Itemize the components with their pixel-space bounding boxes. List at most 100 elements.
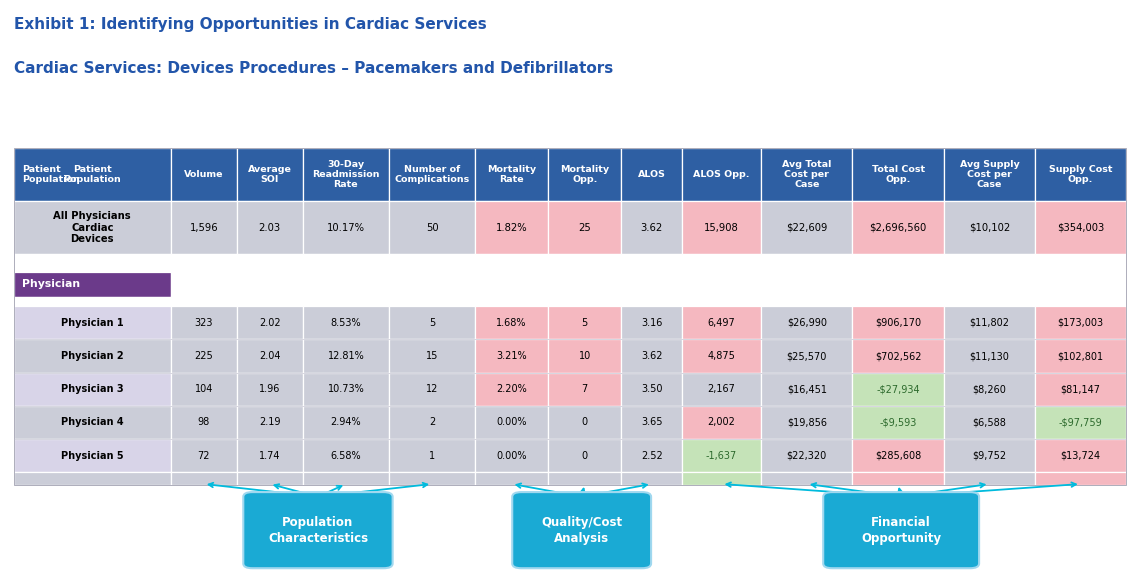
Bar (944, 201, 1035, 254)
Text: 0: 0 (581, 417, 588, 428)
Bar (14, 406, 171, 439)
Text: $906,170: $906,170 (876, 318, 921, 328)
Text: 15,908: 15,908 (705, 223, 739, 232)
Bar (171, 472, 237, 485)
Text: Number of
Complications: Number of Complications (394, 165, 470, 184)
Bar (475, 339, 548, 372)
Bar (853, 306, 944, 339)
Text: $22,320: $22,320 (787, 451, 826, 461)
Text: 0.00%: 0.00% (496, 451, 527, 461)
Bar (237, 254, 303, 272)
Bar (621, 201, 682, 254)
Bar (762, 297, 853, 306)
Text: 72: 72 (197, 451, 210, 461)
Bar (303, 306, 389, 339)
Bar (621, 272, 682, 297)
Text: Exhibit 1: Identifying Opportunities in Cardiac Services: Exhibit 1: Identifying Opportunities in … (14, 17, 487, 33)
Bar (14, 339, 171, 372)
Bar (237, 272, 303, 297)
Bar (1035, 406, 1126, 439)
Bar (303, 201, 389, 254)
Bar (621, 372, 682, 406)
Text: Volume: Volume (184, 170, 223, 179)
Bar (14, 472, 171, 485)
Bar (1035, 372, 1126, 406)
Text: $102,801: $102,801 (1058, 351, 1104, 361)
Bar (475, 272, 548, 297)
Bar (14, 306, 171, 339)
Bar (682, 439, 762, 472)
Text: $11,130: $11,130 (969, 351, 1009, 361)
Text: $285,608: $285,608 (876, 451, 921, 461)
Bar (1035, 472, 1126, 485)
Bar (14, 201, 171, 254)
Bar (303, 472, 389, 485)
Bar (171, 272, 237, 297)
Bar (944, 339, 1035, 372)
Bar (389, 272, 475, 297)
Bar (548, 372, 621, 406)
Bar (621, 148, 682, 201)
FancyBboxPatch shape (243, 492, 392, 568)
Bar (303, 272, 389, 297)
Text: Mortality
Opp.: Mortality Opp. (560, 165, 609, 184)
Bar (171, 297, 237, 306)
Bar (171, 148, 237, 201)
Text: $11,802: $11,802 (969, 318, 1009, 328)
Bar (475, 439, 548, 472)
Bar (944, 148, 1035, 201)
Text: $19,856: $19,856 (787, 417, 826, 428)
Text: -1,637: -1,637 (706, 451, 738, 461)
Bar (303, 297, 389, 306)
Text: 1.96: 1.96 (259, 384, 280, 394)
Bar (621, 406, 682, 439)
Text: 0: 0 (581, 451, 588, 461)
Text: Average
SOI: Average SOI (247, 165, 292, 184)
Bar (14, 272, 171, 297)
Text: 50: 50 (425, 223, 439, 232)
Text: $173,003: $173,003 (1058, 318, 1104, 328)
Bar (762, 254, 853, 272)
Bar (762, 406, 853, 439)
Bar (1035, 339, 1126, 372)
Text: 2,002: 2,002 (708, 417, 735, 428)
Bar (237, 339, 303, 372)
Text: Population
Characteristics: Population Characteristics (268, 516, 368, 544)
Bar (303, 406, 389, 439)
Text: Physician 2: Physician 2 (60, 351, 123, 361)
Bar (389, 254, 475, 272)
Bar (762, 372, 853, 406)
Bar (14, 148, 1126, 485)
Bar (171, 339, 237, 372)
Text: $22,609: $22,609 (787, 223, 828, 232)
Bar (303, 148, 389, 201)
Bar (944, 272, 1035, 297)
Bar (853, 339, 944, 372)
Bar (548, 272, 621, 297)
Text: Physician 4: Physician 4 (60, 417, 123, 428)
Bar (621, 297, 682, 306)
Text: 8.53%: 8.53% (331, 318, 361, 328)
Text: 3.65: 3.65 (641, 417, 662, 428)
FancyBboxPatch shape (823, 492, 979, 568)
Text: $9,752: $9,752 (972, 451, 1007, 461)
Bar (475, 472, 548, 485)
Text: $13,724: $13,724 (1060, 451, 1101, 461)
Bar (389, 339, 475, 372)
Bar (171, 201, 237, 254)
Bar (762, 339, 853, 372)
Text: 104: 104 (195, 384, 213, 394)
Bar (548, 297, 621, 306)
Bar (621, 306, 682, 339)
Text: 4,875: 4,875 (708, 351, 735, 361)
Bar (853, 201, 944, 254)
Text: Patient
Population: Patient Population (22, 165, 80, 184)
Text: -$27,934: -$27,934 (877, 384, 920, 394)
Text: $6,588: $6,588 (972, 417, 1007, 428)
Text: 3.62: 3.62 (641, 351, 662, 361)
Text: 3.50: 3.50 (641, 384, 662, 394)
Bar (944, 372, 1035, 406)
Text: $16,451: $16,451 (787, 384, 826, 394)
Text: $26,990: $26,990 (787, 318, 826, 328)
Text: 25: 25 (578, 223, 591, 232)
